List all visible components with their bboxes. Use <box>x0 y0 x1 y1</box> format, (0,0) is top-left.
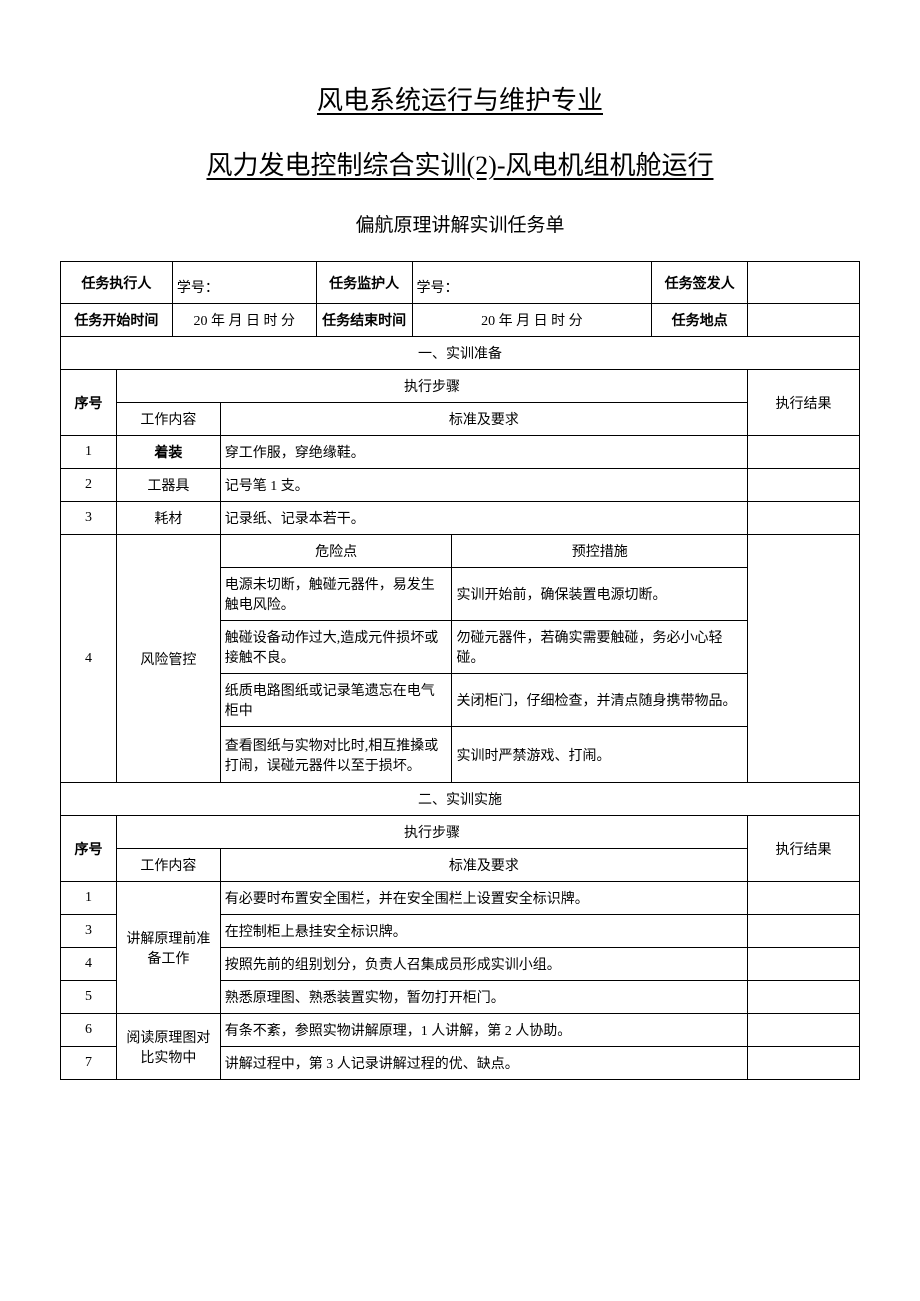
issuer-value <box>748 262 860 304</box>
table-row-std: 有条不紊，参照实物讲解原理，1 人讲解，第 2 人协助。 <box>220 1014 747 1047</box>
table-row-work: 工器具 <box>116 469 220 502</box>
measure-label: 预控措施 <box>452 535 748 568</box>
s2-steps-label: 执行步骤 <box>116 816 747 849</box>
supervisor-label: 任务监护人 <box>316 262 412 304</box>
measure-cell: 实训时严禁游戏、打闹。 <box>452 727 748 783</box>
location-value <box>748 304 860 337</box>
table-row-result <box>748 882 860 915</box>
title-line-2: 风力发电控制综合实训(2)-风电机组机舱运行 <box>60 145 860 182</box>
table-row-seq: 7 <box>61 1047 117 1080</box>
table-row-std: 在控制柜上悬挂安全标识牌。 <box>220 915 747 948</box>
table-row-seq: 5 <box>61 981 117 1014</box>
table-row-std: 讲解过程中，第 3 人记录讲解过程的优、缺点。 <box>220 1047 747 1080</box>
risk-cell: 电源未切断，触碰元器件，易发生触电风险。 <box>220 568 452 621</box>
executor-value: 学号： <box>172 262 316 304</box>
s2-seq-label: 序号 <box>61 816 117 882</box>
risk-cell: 触碰设备动作过大,造成元件损坏或接触不良。 <box>220 621 452 674</box>
subtitle: 偏航原理讲解实训任务单 <box>60 210 860 237</box>
end-time-value: 20 年 月 日 时 分 <box>412 304 652 337</box>
table-row-seq: 1 <box>61 882 117 915</box>
section2-title: 二、实训实施 <box>61 783 860 816</box>
measure-cell: 勿碰元器件，若确实需要触碰，务必小心轻碰。 <box>452 621 748 674</box>
table-row-std: 按照先前的组别划分，负责人召集成员形成实训小组。 <box>220 948 747 981</box>
table-row-result <box>748 1014 860 1047</box>
table-row-seq: 6 <box>61 1014 117 1047</box>
risk-cell: 查看图纸与实物对比时,相互推搡或打闹，误碰元器件以至于损坏。 <box>220 727 452 783</box>
risk-label: 危险点 <box>220 535 452 568</box>
table-row-std: 记号笔 1 支。 <box>220 469 747 502</box>
end-time-label: 任务结束时间 <box>316 304 412 337</box>
task-form-table: 任务执行人 学号： 任务监护人 学号： 任务签发人 任务开始时间 20 年 月 … <box>60 261 860 1080</box>
s1-work-label: 工作内容 <box>116 403 220 436</box>
executor-label: 任务执行人 <box>61 262 173 304</box>
table-row-std: 记录纸、记录本若干。 <box>220 502 747 535</box>
table-row-result <box>748 981 860 1014</box>
s1-result-label: 执行结果 <box>748 370 860 436</box>
table-row-work: 耗材 <box>116 502 220 535</box>
measure-cell: 实训开始前，确保装置电源切断。 <box>452 568 748 621</box>
measure-cell: 关闭柜门，仔细检查，并清点随身携带物品。 <box>452 674 748 727</box>
table-row-seq: 3 <box>61 502 117 535</box>
start-time-value: 20 年 月 日 时 分 <box>172 304 316 337</box>
table-row-std: 穿工作服，穿绝缘鞋。 <box>220 436 747 469</box>
table-row-seq: 2 <box>61 469 117 502</box>
s2-result-label: 执行结果 <box>748 816 860 882</box>
s1-seq-label: 序号 <box>61 370 117 436</box>
table-row-work: 风险管控 <box>116 535 220 783</box>
table-row-work: 着装 <box>116 436 220 469</box>
s1-standard-label: 标准及要求 <box>220 403 747 436</box>
supervisor-value: 学号： <box>412 262 652 304</box>
table-row-seq: 4 <box>61 948 117 981</box>
table-row-std: 熟悉原理图、熟悉装置实物，暂勿打开柜门。 <box>220 981 747 1014</box>
s1-steps-label: 执行步骤 <box>116 370 747 403</box>
table-row-seq: 1 <box>61 436 117 469</box>
table-row-result <box>748 915 860 948</box>
section1-title: 一、实训准备 <box>61 337 860 370</box>
table-row-result <box>748 436 860 469</box>
table-row-result <box>748 1047 860 1080</box>
table-row-result <box>748 948 860 981</box>
table-row-seq: 3 <box>61 915 117 948</box>
s2-work-label: 工作内容 <box>116 849 220 882</box>
title-line-1: 风电系统运行与维护专业 <box>60 80 860 117</box>
s2-standard-label: 标准及要求 <box>220 849 747 882</box>
table-row-result <box>748 535 860 783</box>
start-time-label: 任务开始时间 <box>61 304 173 337</box>
issuer-label: 任务签发人 <box>652 262 748 304</box>
table-row-work: 阅读原理图对比实物中 <box>116 1014 220 1080</box>
risk-cell: 纸质电路图纸或记录笔遗忘在电气柜中 <box>220 674 452 727</box>
table-row-seq: 4 <box>61 535 117 783</box>
table-row-std: 有必要时布置安全围栏，并在安全围栏上设置安全标识牌。 <box>220 882 747 915</box>
table-row-result <box>748 469 860 502</box>
location-label: 任务地点 <box>652 304 748 337</box>
table-row-work: 讲解原理前准备工作 <box>116 882 220 1014</box>
table-row-result <box>748 502 860 535</box>
